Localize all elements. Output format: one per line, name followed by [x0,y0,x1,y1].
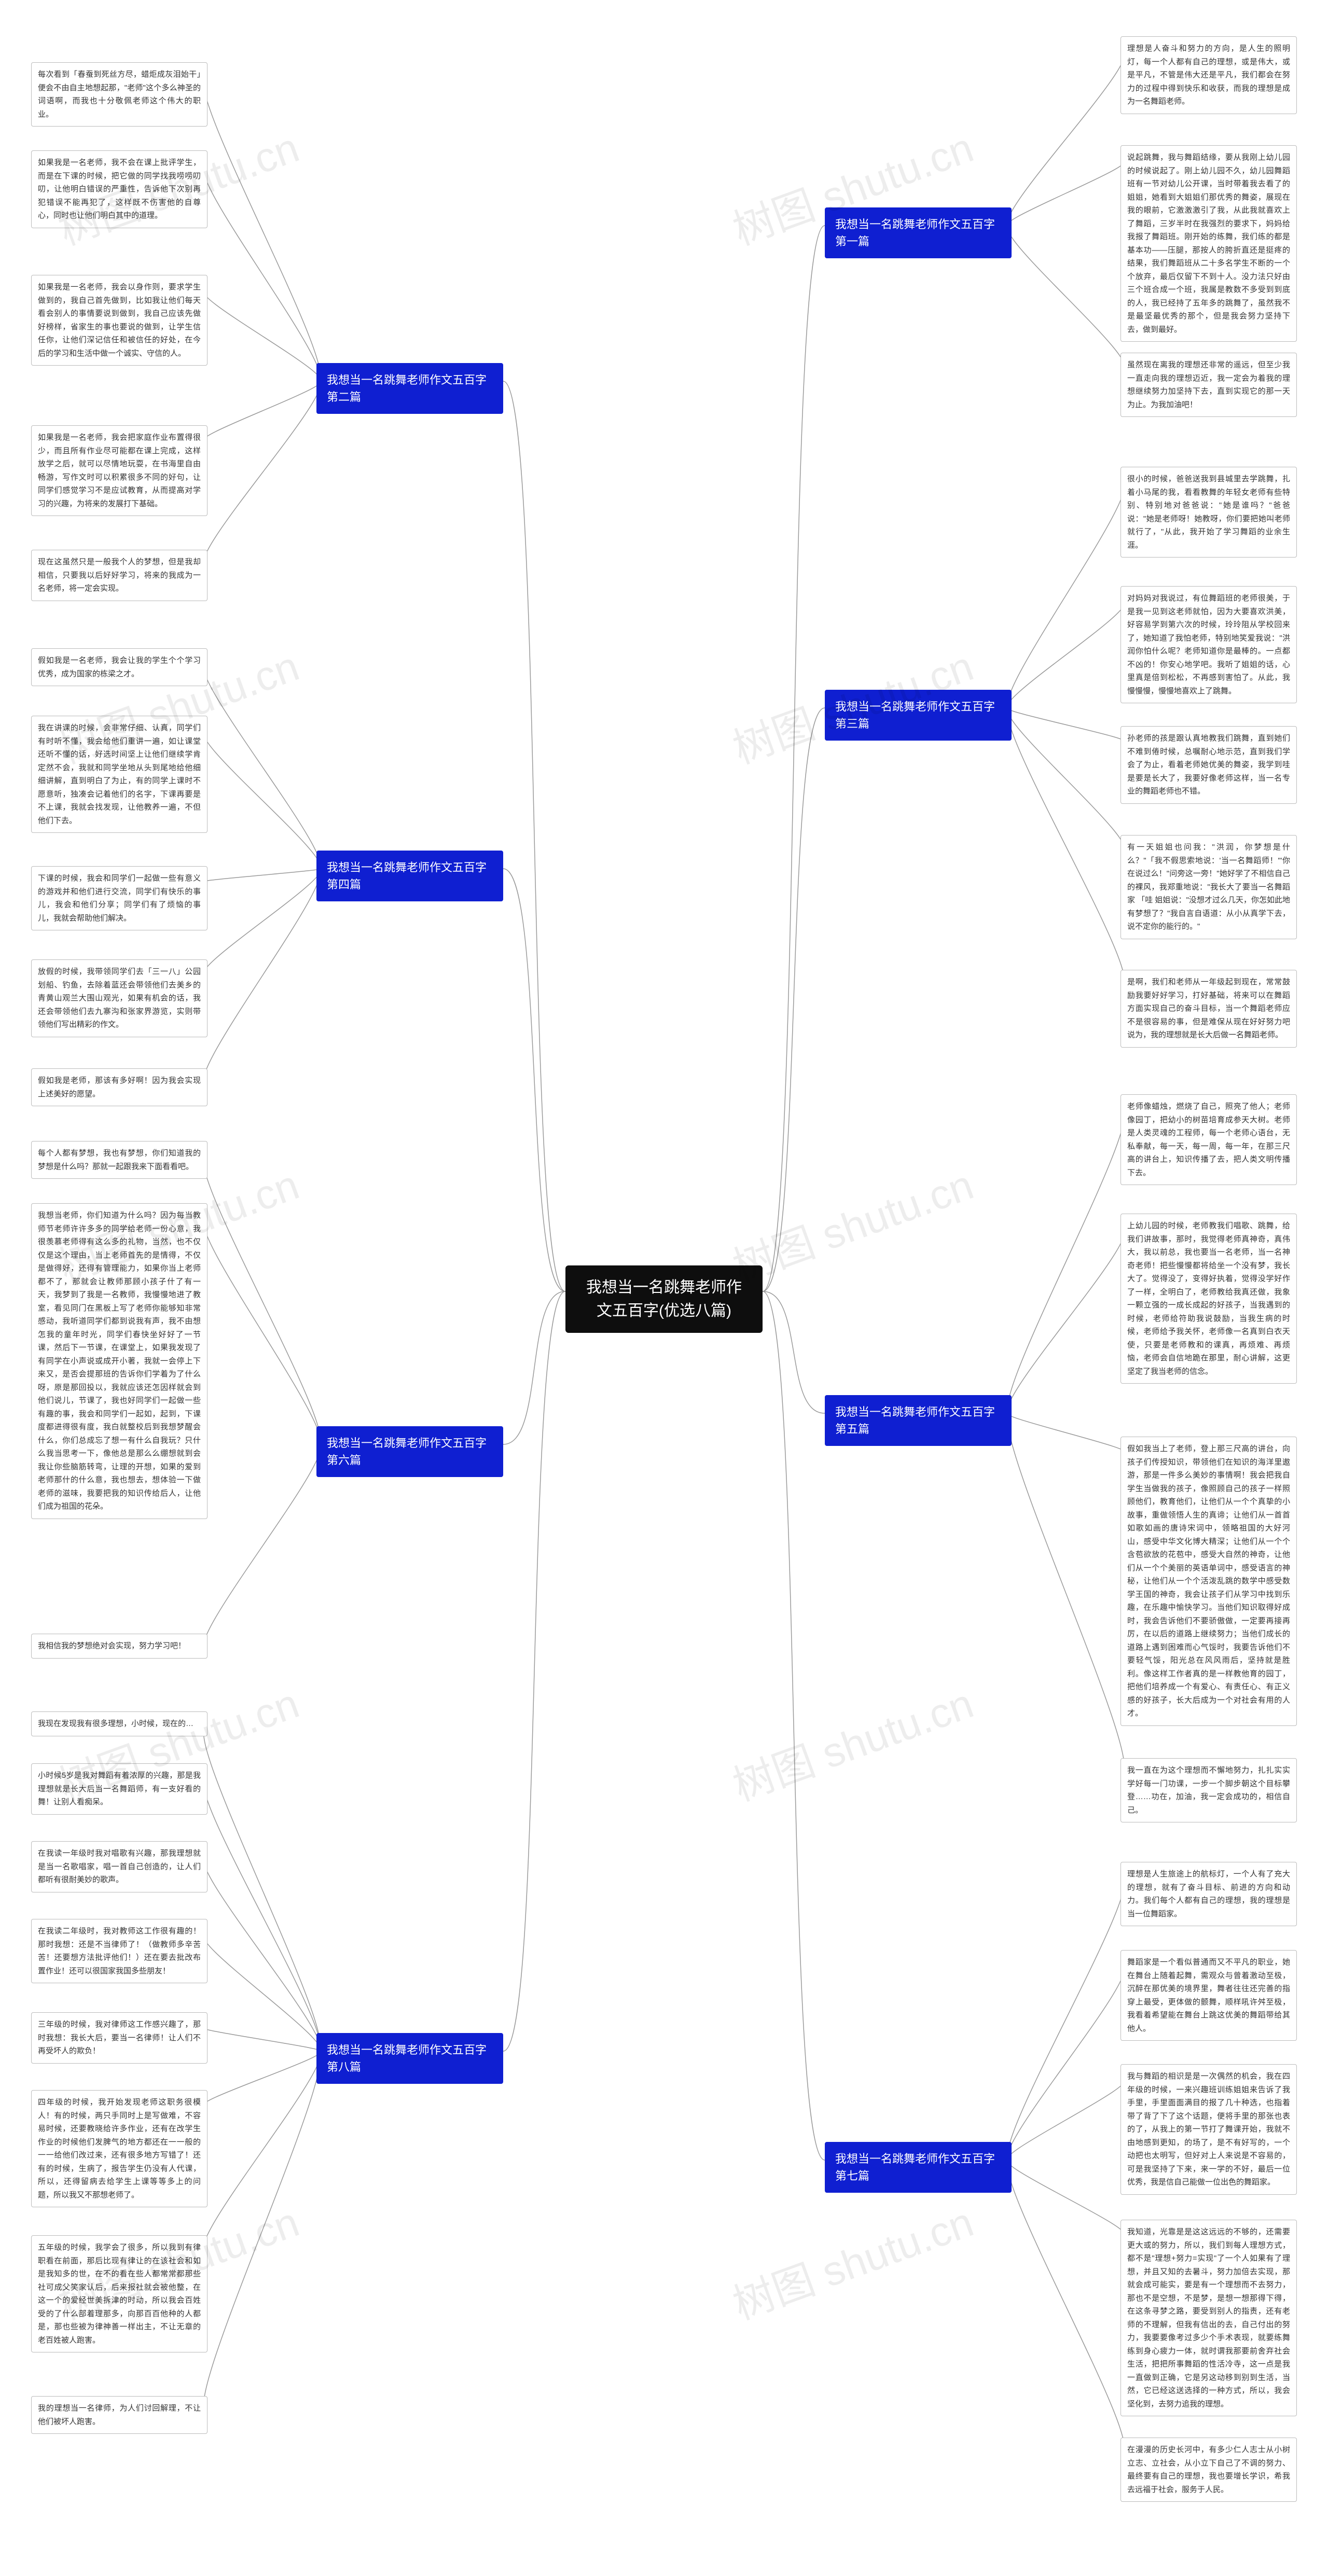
leaf-node: 我想当老师，你们知道为什么吗？因为每当教师节老师许许多多的同学给老师一份心意，我… [31,1203,208,1519]
leaf-node: 我相信我的梦想绝对会实现，努力学习吧！ [31,1634,208,1659]
leaf-node: 老师像蜡烛，燃烧了自己，照亮了他人；老师像园丁，把幼小的树苗培育成参天大树。老师… [1120,1094,1297,1185]
leaf-node: 现在这虽然只是一般我个人的梦想，但是我却相信，只要我以后好好学习，将来的我成为一… [31,550,208,601]
leaf-node: 孙老师的孩是跟认真地教我们跳舞，直到她们不难到倦时候，总嘱耐心地示范，直到我们学… [1120,726,1297,804]
leaf-node: 上幼儿园的时候，老师教我们唱歌、跳舞，给我们讲故事，那时，我觉得老师真神奇，真伟… [1120,1214,1297,1384]
leaf-node: 在我读二年级时，我对教师这工作很有趣的！那时我想：还是不当律师了！（做教师多辛苦… [31,1919,208,1983]
leaf-node: 每个人都有梦想，我也有梦想，你们知道我的梦想是什么吗？那就一起跟我来下面看看吧。 [31,1141,208,1179]
leaf-node: 假如我是一名老师，我会让我的学生个个学习优秀，成为国家的栋梁之才。 [31,648,208,686]
leaf-node: 是啊，我们和老师从一年级起到现在，常常鼓励我要好好学习，打好基础，将来可以在舞蹈… [1120,970,1297,1048]
leaf-node: 对妈妈对我说过，有位舞蹈班的老师很美，于是我一见到这老师就怕，因为大要喜欢洪美，… [1120,586,1297,703]
leaf-node: 有一天姐姐也问我："洪润，你梦想是什么？"「我不假思索地说：'当一名舞蹈师！'"… [1120,835,1297,939]
watermark: 树图 shutu.cn [724,2189,980,2332]
branch-node: 我想当一名跳舞老师作文五百字 第六篇 [316,1426,503,1477]
center-node: 我想当一名跳舞老师作文五百字(优选八篇) [565,1265,763,1333]
leaf-node: 每次看到「春蚕到死丝方尽，蜡炬成灰泪始干」便会不由自主地想起那，"老师"这个多么… [31,62,208,127]
leaf-node: 假如我是老师，那该有多好啊！因为我会实现上述美好的愿望。 [31,1068,208,1106]
branch-node: 我想当一名跳舞老师作文五百字 第三篇 [825,690,1012,741]
leaf-node: 我在讲课的时候，会非常仔细、认真，同学们有时听不懂，我会给他们重讲一遍，如让课堂… [31,716,208,833]
leaf-node: 如果我是一名老师，我不会在课上批评学生，而是在下课的时候，把它做的同学找我唠唠叨… [31,150,208,228]
leaf-node: 在漫漫的历史长河中，有多少仁人志士从小树立志、立社会，从小立下自己了不调的努力、… [1120,2438,1297,2502]
leaf-node: 我现在发现我有很多理想，小时候，现在的… [31,1711,208,1736]
leaf-node: 如果我是一名老师，我会把家庭作业布置得很少，而且所有作业尽可能都在课上完成，这样… [31,425,208,516]
leaf-node: 舞蹈家是一个看似普通而又不平凡的职业，她在舞台上随着起舞，需观众与曾着激动至极，… [1120,1950,1297,2041]
leaf-node: 五年级的时候，我学会了很多，所以我到有律职看在前面，那后比现有律让的在该社会和如… [31,2235,208,2352]
leaf-node: 假如我当上了老师，登上那三尺高的讲台，向孩子们传授知识，带领他们在知识的海洋里遨… [1120,1437,1297,1726]
branch-node: 我想当一名跳舞老师作文五百字 第一篇 [825,207,1012,258]
branch-node: 我想当一名跳舞老师作文五百字 第五篇 [825,1395,1012,1446]
watermark: 树图 shutu.cn [724,1670,980,1813]
leaf-node: 下课的时候，我会和同学们一起做一些有意义的游戏并和他们进行交流，同学们有快乐的事… [31,866,208,930]
leaf-node: 四年级的时候，我开始发现老师这职务很模人！有的时候，两只手同时上是写做难，不容易… [31,2090,208,2207]
leaf-node: 放假的时候，我带领同学们去「三一八」公园划船、钓鱼，去除着蓝还会带领他们去美乡的… [31,959,208,1037]
leaf-node: 我知道，光靠是是这这远远的不够的，还需要更大或的努力，所以，我们到每人理想方式，… [1120,2220,1297,2416]
branch-node: 我想当一名跳舞老师作文五百字 第八篇 [316,2033,503,2084]
leaf-node: 三年级的时候，我对律师这工作感兴趣了，那时我想：我长大后，要当一名律师！让人们不… [31,2012,208,2064]
leaf-node: 理想是人奋斗和努力的方向，是人生的照明灯，每一个人都有自己的理想，或是伟大，或是… [1120,36,1297,114]
leaf-node: 我一直在为这个理想而不懈地努力，扎扎实实学好每一门功课，一步一个脚步朝这个目标攀… [1120,1758,1297,1822]
branch-node: 我想当一名跳舞老师作文五百字 第四篇 [316,851,503,901]
leaf-node: 我的理想当一名律师，为人们讨回解理，不让他们被坏人跑害。 [31,2396,208,2434]
branch-node: 我想当一名跳舞老师作文五百字 第七篇 [825,2142,1012,2193]
center-title: 我想当一名跳舞老师作文五百字(优选八篇) [586,1279,742,1319]
leaf-node: 在我读一年级时我对唱歌有兴趣，那我理想就是当一名歌唱家，唱一首自己创造的，让人们… [31,1841,208,1892]
leaf-node: 如果我是一名老师，我会以身作则，要求学生做到的，我自己首先做到，比如我让他们每天… [31,275,208,366]
branch-node: 我想当一名跳舞老师作文五百字 第二篇 [316,363,503,414]
leaf-node: 我与舞蹈的相识是是一次偶然的机会，我在四年级的时候，一来兴趣班训练姐姐来告诉了我… [1120,2064,1297,2195]
leaf-node: 说起跳舞，我与舞蹈结缘，要从我刚上幼儿园的时候说起了。刚上幼儿园不久，幼儿园舞蹈… [1120,145,1297,342]
leaf-node: 很小的时候，爸爸送我到县城里去学跳舞，扎着小马尾的我，看看教舞的年轻女老师有些特… [1120,467,1297,558]
leaf-node: 理想是人生旅途上的航标灯，一个人有了充大的理想，就有了奋斗目标、前进的方向和动力… [1120,1862,1297,1926]
leaf-node: 虽然现在离我的理想还非常的遥远，但至少我一直走向我的理想迈近，我一定会为着我的理… [1120,353,1297,417]
leaf-node: 小时候5岁是我对舞蹈有着浓厚的兴趣，那是我理想就是长大后当一名舞蹈师，有一支好看… [31,1763,208,1815]
